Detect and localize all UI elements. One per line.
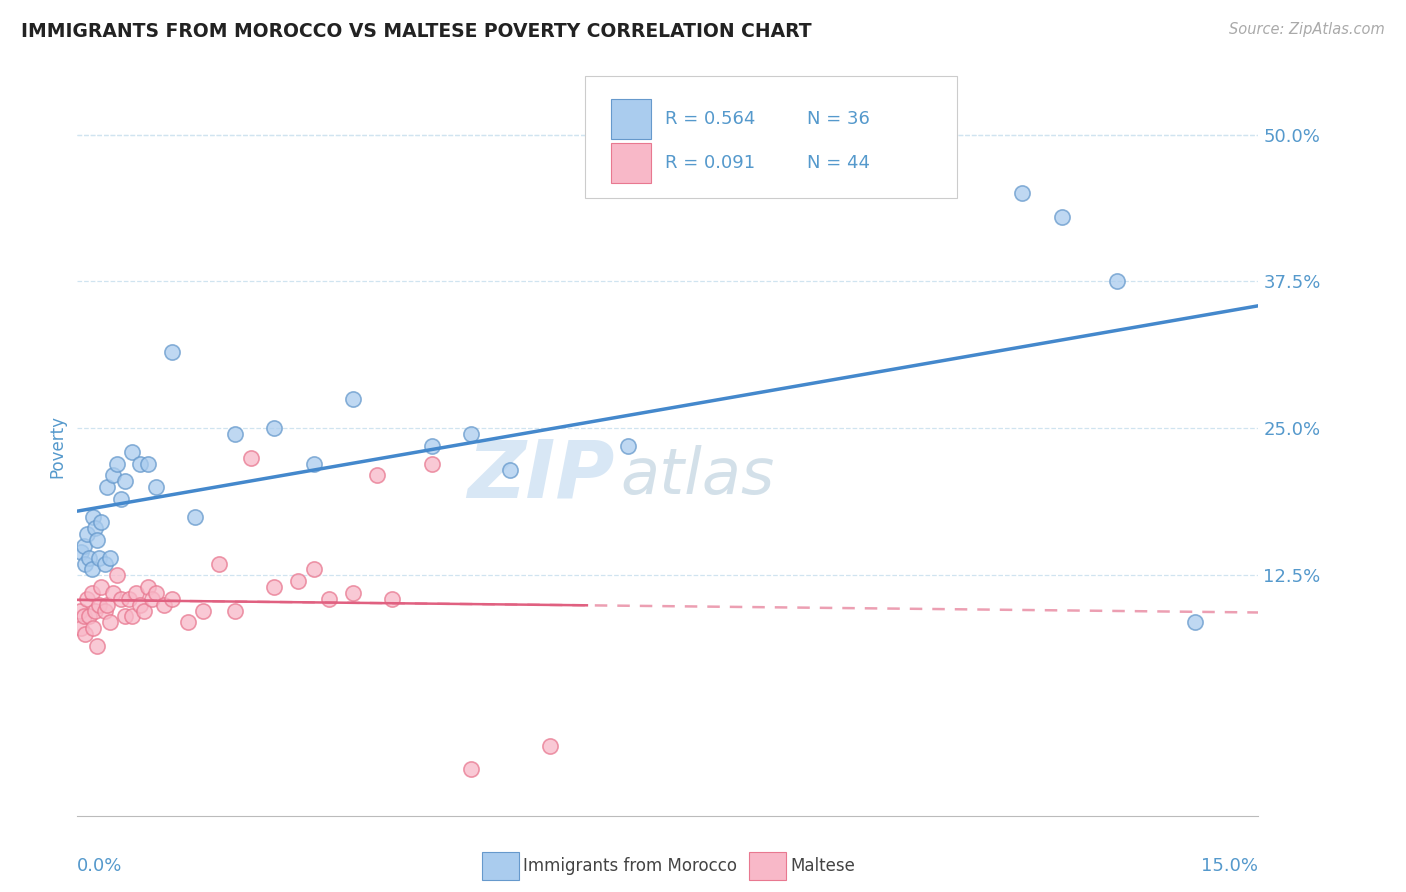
FancyBboxPatch shape	[612, 99, 651, 139]
Point	[239, 450, 262, 465]
Text: Maltese: Maltese	[790, 857, 855, 875]
Point	[83, 603, 105, 617]
Point	[136, 580, 159, 594]
Point	[134, 603, 156, 617]
Point	[69, 603, 91, 617]
Point	[224, 603, 246, 617]
Point	[129, 598, 152, 612]
Text: ZIP: ZIP	[467, 436, 614, 515]
Point	[129, 457, 152, 471]
Point	[184, 509, 207, 524]
Text: Source: ZipAtlas.com: Source: ZipAtlas.com	[1229, 22, 1385, 37]
Point	[176, 615, 198, 630]
Point	[263, 421, 285, 435]
Point	[125, 586, 148, 600]
Point	[77, 609, 100, 624]
Point	[153, 598, 176, 612]
Point	[263, 580, 285, 594]
Point	[100, 615, 122, 630]
Point	[302, 562, 325, 576]
Point	[193, 603, 215, 617]
Point	[499, 462, 522, 476]
Point	[76, 527, 98, 541]
Point	[141, 591, 163, 606]
Point	[82, 509, 104, 524]
Point	[208, 557, 231, 571]
Point	[90, 580, 112, 594]
Point	[75, 557, 97, 571]
Text: atlas: atlas	[620, 444, 775, 507]
Text: 0.0%: 0.0%	[77, 857, 122, 875]
Point	[110, 591, 132, 606]
Point	[460, 762, 482, 776]
Point	[1011, 186, 1033, 201]
Point	[110, 491, 132, 506]
Text: IMMIGRANTS FROM MOROCCO VS MALTESE POVERTY CORRELATION CHART: IMMIGRANTS FROM MOROCCO VS MALTESE POVER…	[21, 22, 811, 41]
Point	[101, 468, 124, 483]
Point	[105, 457, 128, 471]
Point	[1105, 275, 1128, 289]
Point	[114, 609, 136, 624]
Point	[70, 545, 93, 559]
Point	[94, 557, 117, 571]
Point	[96, 598, 118, 612]
Point	[70, 621, 93, 635]
Point	[381, 591, 404, 606]
Point	[117, 591, 139, 606]
Point	[617, 439, 640, 453]
FancyBboxPatch shape	[612, 144, 651, 183]
Point	[75, 627, 97, 641]
Point	[82, 621, 104, 635]
Point	[1184, 615, 1206, 630]
Point	[76, 591, 98, 606]
Text: R = 0.564: R = 0.564	[665, 110, 756, 128]
Point	[287, 574, 309, 589]
Point	[83, 521, 105, 535]
Point	[318, 591, 340, 606]
Point	[89, 550, 111, 565]
Point	[105, 568, 128, 582]
Point	[1050, 210, 1073, 224]
Point	[114, 475, 136, 489]
Point	[538, 739, 561, 753]
Text: R = 0.091: R = 0.091	[665, 154, 755, 172]
Y-axis label: Poverty: Poverty	[48, 415, 66, 477]
Point	[160, 591, 183, 606]
Point	[420, 457, 443, 471]
Point	[72, 539, 94, 553]
Point	[101, 586, 124, 600]
Point	[302, 457, 325, 471]
Point	[420, 439, 443, 453]
Point	[100, 550, 122, 565]
Point	[121, 445, 143, 459]
Point	[80, 562, 103, 576]
Text: N = 44: N = 44	[807, 154, 870, 172]
Point	[72, 609, 94, 624]
Point	[160, 345, 183, 359]
FancyBboxPatch shape	[585, 76, 957, 198]
Point	[86, 533, 108, 547]
Text: Immigrants from Morocco: Immigrants from Morocco	[523, 857, 737, 875]
Point	[80, 586, 103, 600]
Point	[342, 586, 364, 600]
Point	[460, 427, 482, 442]
Point	[136, 457, 159, 471]
Point	[89, 598, 111, 612]
Point	[224, 427, 246, 442]
Point	[121, 609, 143, 624]
Point	[90, 516, 112, 530]
Point	[145, 480, 167, 494]
Point	[366, 468, 388, 483]
Point	[77, 550, 100, 565]
Point	[86, 639, 108, 653]
Point	[96, 480, 118, 494]
Text: N = 36: N = 36	[807, 110, 870, 128]
Point	[94, 603, 117, 617]
Point	[145, 586, 167, 600]
Point	[342, 392, 364, 406]
Text: 15.0%: 15.0%	[1201, 857, 1258, 875]
